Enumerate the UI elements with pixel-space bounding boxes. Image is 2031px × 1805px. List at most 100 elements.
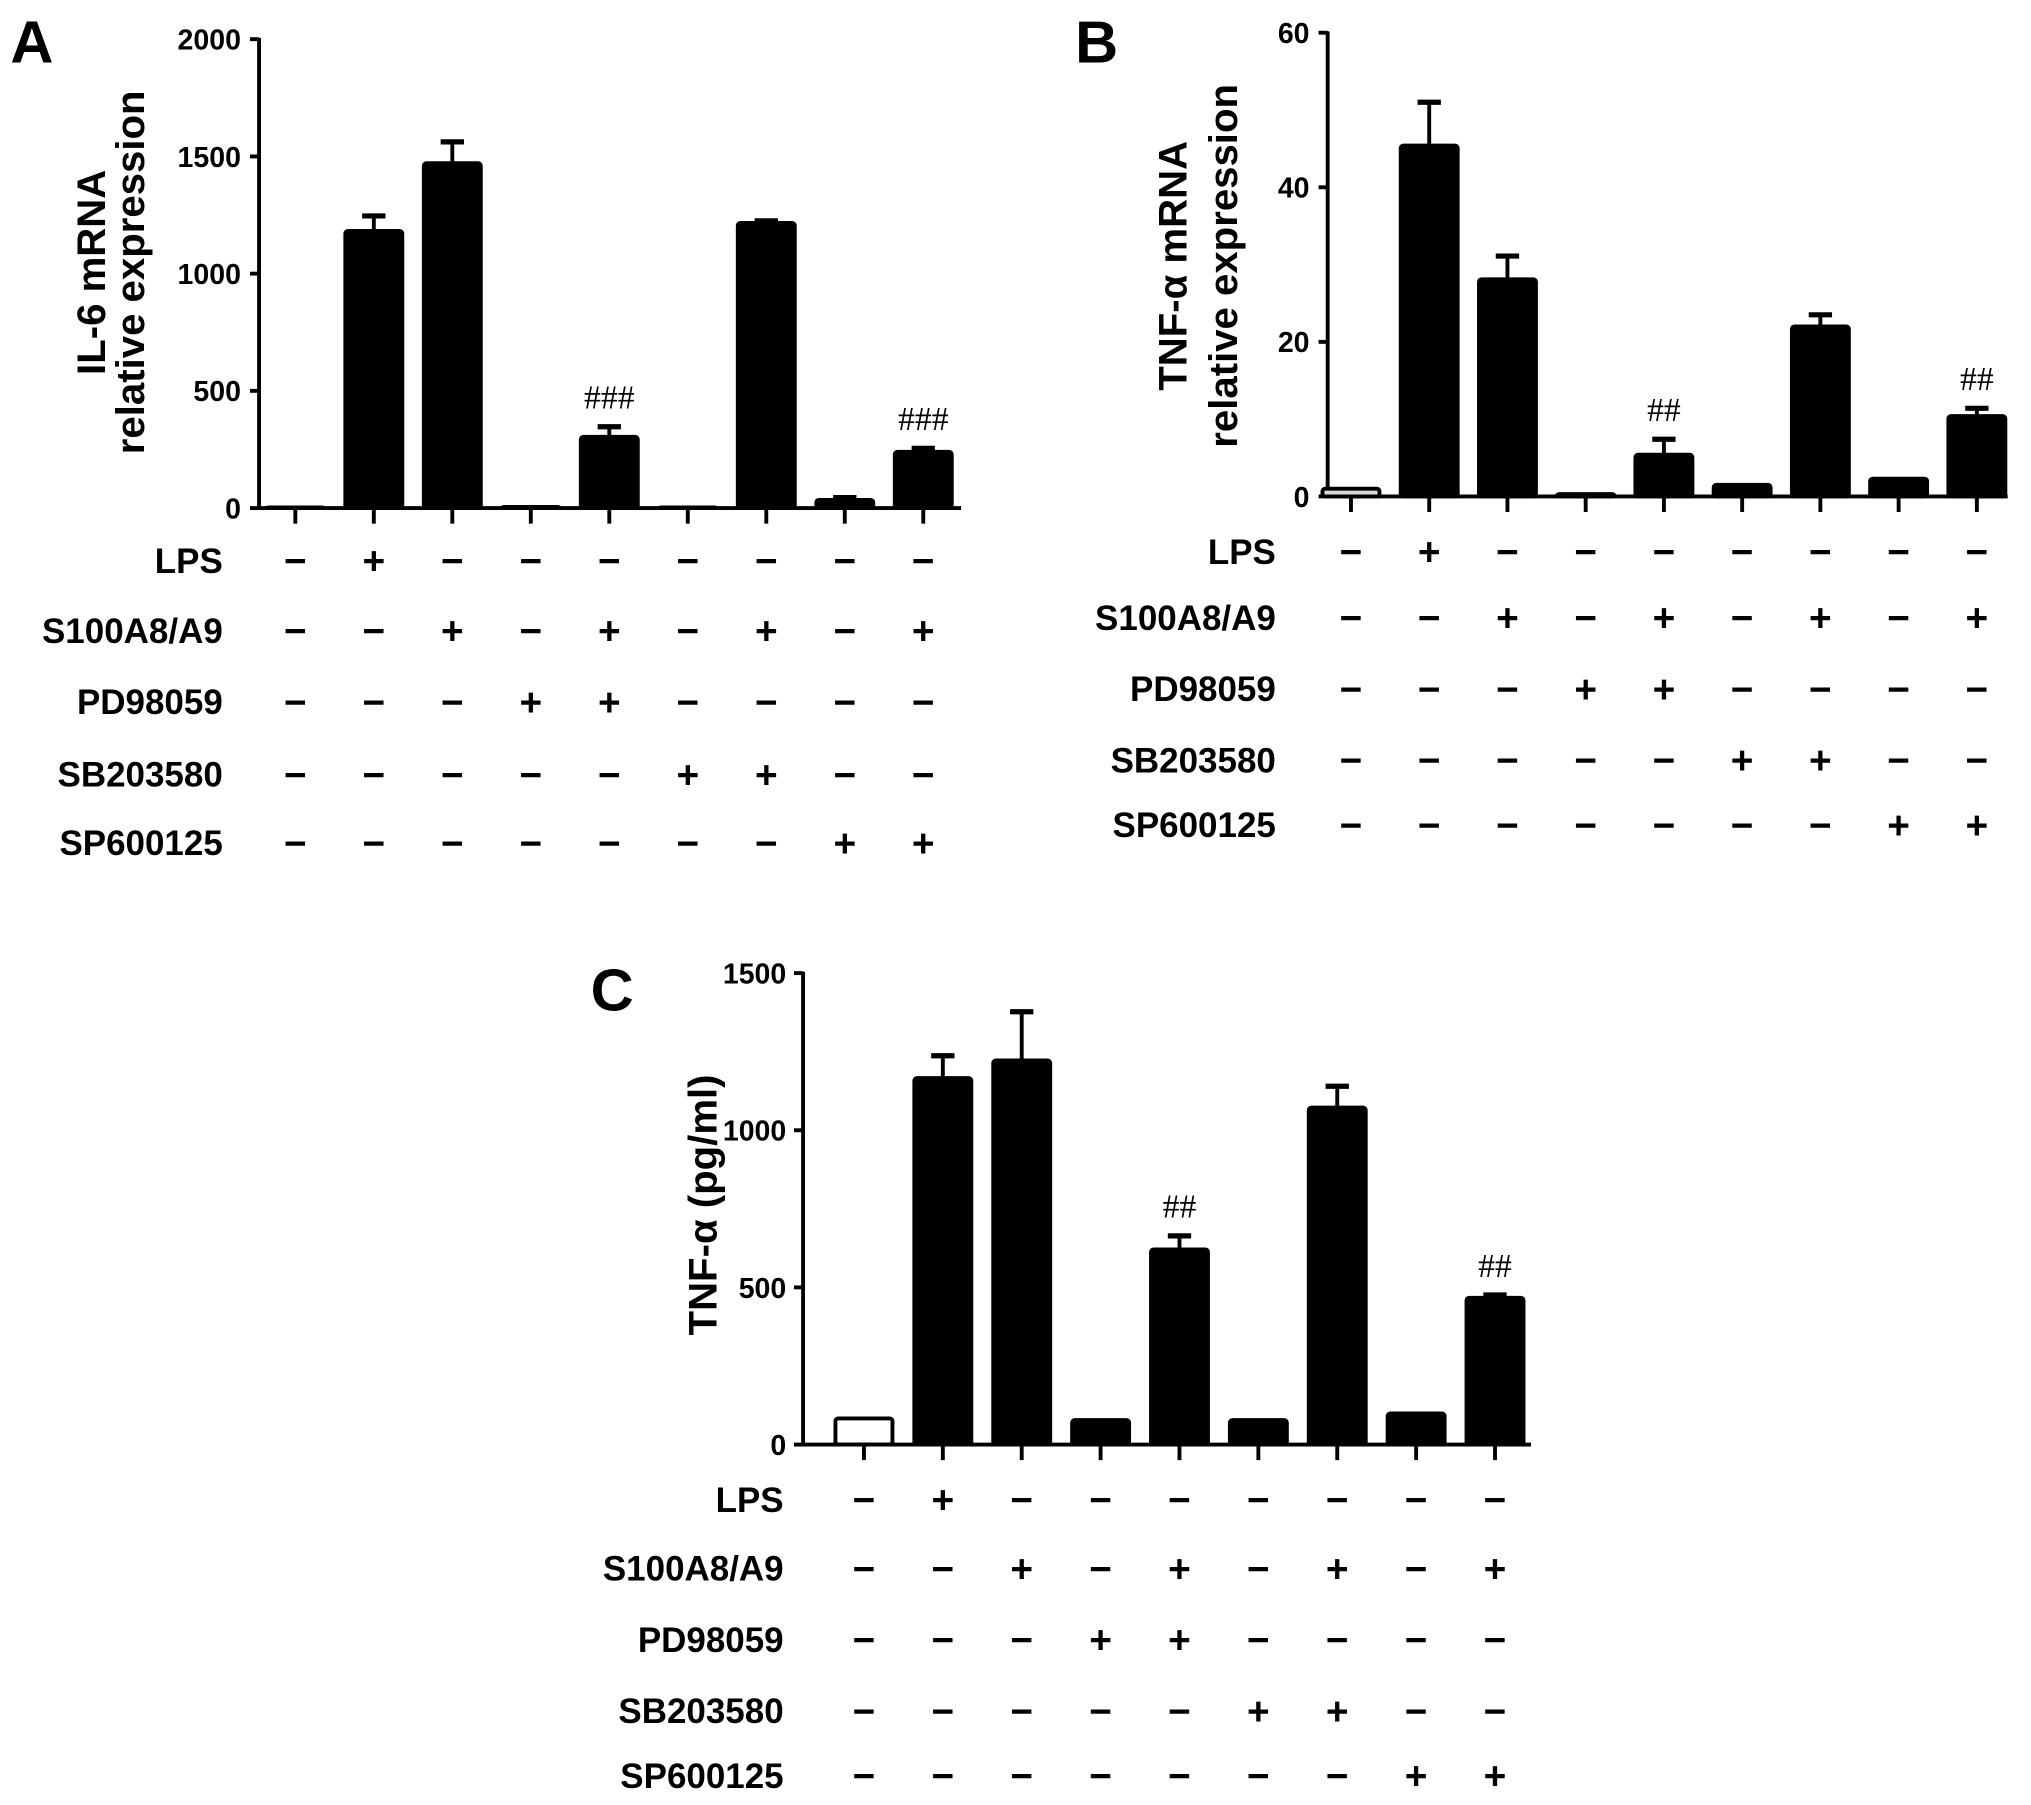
treatment-minus: − [1496, 668, 1519, 711]
treatment-minus: − [1405, 1619, 1428, 1662]
significance-annotation: ### [584, 380, 635, 417]
treatment-minus: − [1653, 531, 1676, 574]
treatment-minus: − [1496, 531, 1519, 574]
treatment-label: PD98059 [1130, 670, 1276, 709]
y-axis-title: relative expression [108, 90, 153, 454]
treatment-plus: + [1326, 1548, 1349, 1591]
treatment-minus: − [1168, 1479, 1191, 1522]
treatment-minus: − [1340, 597, 1363, 640]
treatment-plus: + [755, 610, 778, 653]
treatment-label: LPS [155, 542, 223, 581]
treatment-minus: − [284, 540, 307, 583]
treatment-label: S100A8/A9 [42, 612, 223, 651]
treatment-minus: − [833, 540, 856, 583]
y-tick-label: 0 [770, 1430, 786, 1462]
treatment-plus: + [755, 754, 778, 797]
treatment-plus: + [1418, 531, 1441, 574]
treatment-plus: + [912, 610, 935, 653]
treatment-minus: − [1010, 1479, 1033, 1522]
treatment-minus: − [1247, 1619, 1270, 1662]
treatment-minus: − [1418, 804, 1441, 847]
bar [343, 229, 405, 511]
treatment-minus: − [1484, 1479, 1507, 1522]
treatment-plus: + [1168, 1619, 1191, 1662]
bar [578, 434, 640, 511]
treatment-minus: − [1574, 740, 1597, 783]
treatment-minus: − [853, 1755, 876, 1798]
treatment-minus: − [1340, 740, 1363, 783]
panel-label: B [1075, 9, 1118, 76]
treatment-minus: − [1484, 1619, 1507, 1662]
treatment-minus: − [931, 1548, 954, 1591]
panel-c: C TNF-α (pg/ml) 0 500 1000 1500 ## ## LPS − + − − − − −… [591, 957, 1532, 1798]
treatment-minus: − [1653, 804, 1676, 847]
y-tick-label: 0 [225, 493, 241, 525]
treatment-minus: − [362, 823, 385, 866]
y-tick-label: 500 [193, 376, 241, 408]
treatment-minus: − [1089, 1548, 1112, 1591]
treatment-minus: − [755, 681, 778, 724]
treatment-label: SB203580 [58, 756, 223, 795]
treatment-minus: − [912, 681, 935, 724]
treatment-minus: − [1731, 597, 1754, 640]
treatment-minus: − [1247, 1479, 1270, 1522]
treatment-minus: − [931, 1755, 954, 1798]
treatment-minus: − [1496, 804, 1519, 847]
treatment-minus: − [1887, 531, 1910, 574]
treatment-minus: − [362, 610, 385, 653]
bar [1070, 1418, 1132, 1447]
bar [1227, 1418, 1289, 1447]
treatment-label: PD98059 [638, 1621, 784, 1660]
panel-label: C [591, 957, 634, 1024]
treatment-minus: − [1731, 668, 1754, 711]
bar [735, 221, 797, 511]
treatment-minus: − [1887, 668, 1910, 711]
y-tick-label: 2000 [178, 25, 241, 57]
treatment-minus: − [833, 754, 856, 797]
treatment-plus: + [441, 610, 464, 653]
treatment-minus: − [1574, 597, 1597, 640]
treatment-minus: − [1405, 1690, 1428, 1733]
y-tick-label: 60 [1278, 18, 1310, 50]
treatment-minus: − [1010, 1619, 1033, 1662]
treatment-minus: − [912, 540, 935, 583]
treatment-minus: − [676, 610, 699, 653]
treatment-minus: − [362, 754, 385, 797]
treatment-minus: − [441, 540, 464, 583]
treatment-minus: − [1418, 668, 1441, 711]
bar [991, 1058, 1053, 1447]
treatment-plus: + [1247, 1690, 1270, 1733]
treatment-plus: + [912, 823, 935, 866]
treatment-minus: − [1340, 668, 1363, 711]
treatment-minus: − [853, 1479, 876, 1522]
treatment-plus: + [676, 754, 699, 797]
treatment-minus: − [284, 823, 307, 866]
treatment-plus: + [1484, 1755, 1507, 1798]
bar [1633, 452, 1695, 499]
treatment-minus: − [519, 540, 542, 583]
treatment-minus: − [519, 823, 542, 866]
treatment-minus: − [362, 681, 385, 724]
treatment-minus: − [931, 1690, 954, 1733]
treatment-minus: − [1326, 1755, 1349, 1798]
treatment-minus: − [931, 1619, 954, 1662]
treatment-minus: − [1731, 804, 1754, 847]
treatment-label: S100A8/A9 [603, 1550, 784, 1589]
treatment-minus: − [1966, 531, 1989, 574]
treatment-minus: − [1010, 1690, 1033, 1733]
treatment-minus: − [1966, 668, 1989, 711]
significance-annotation: ## [1647, 392, 1681, 429]
treatment-plus: + [833, 823, 856, 866]
y-tick-label: 1000 [178, 259, 241, 291]
y-axis-title: TNF-α (pg/ml) [680, 1074, 725, 1335]
treatment-plus: + [598, 681, 621, 724]
treatment-minus: − [1326, 1619, 1349, 1662]
treatment-minus: − [519, 754, 542, 797]
treatment-minus: − [676, 823, 699, 866]
treatment-minus: − [833, 610, 856, 653]
treatment-plus: + [1326, 1690, 1349, 1733]
treatment-label: LPS [716, 1481, 784, 1520]
treatment-minus: − [1247, 1755, 1270, 1798]
